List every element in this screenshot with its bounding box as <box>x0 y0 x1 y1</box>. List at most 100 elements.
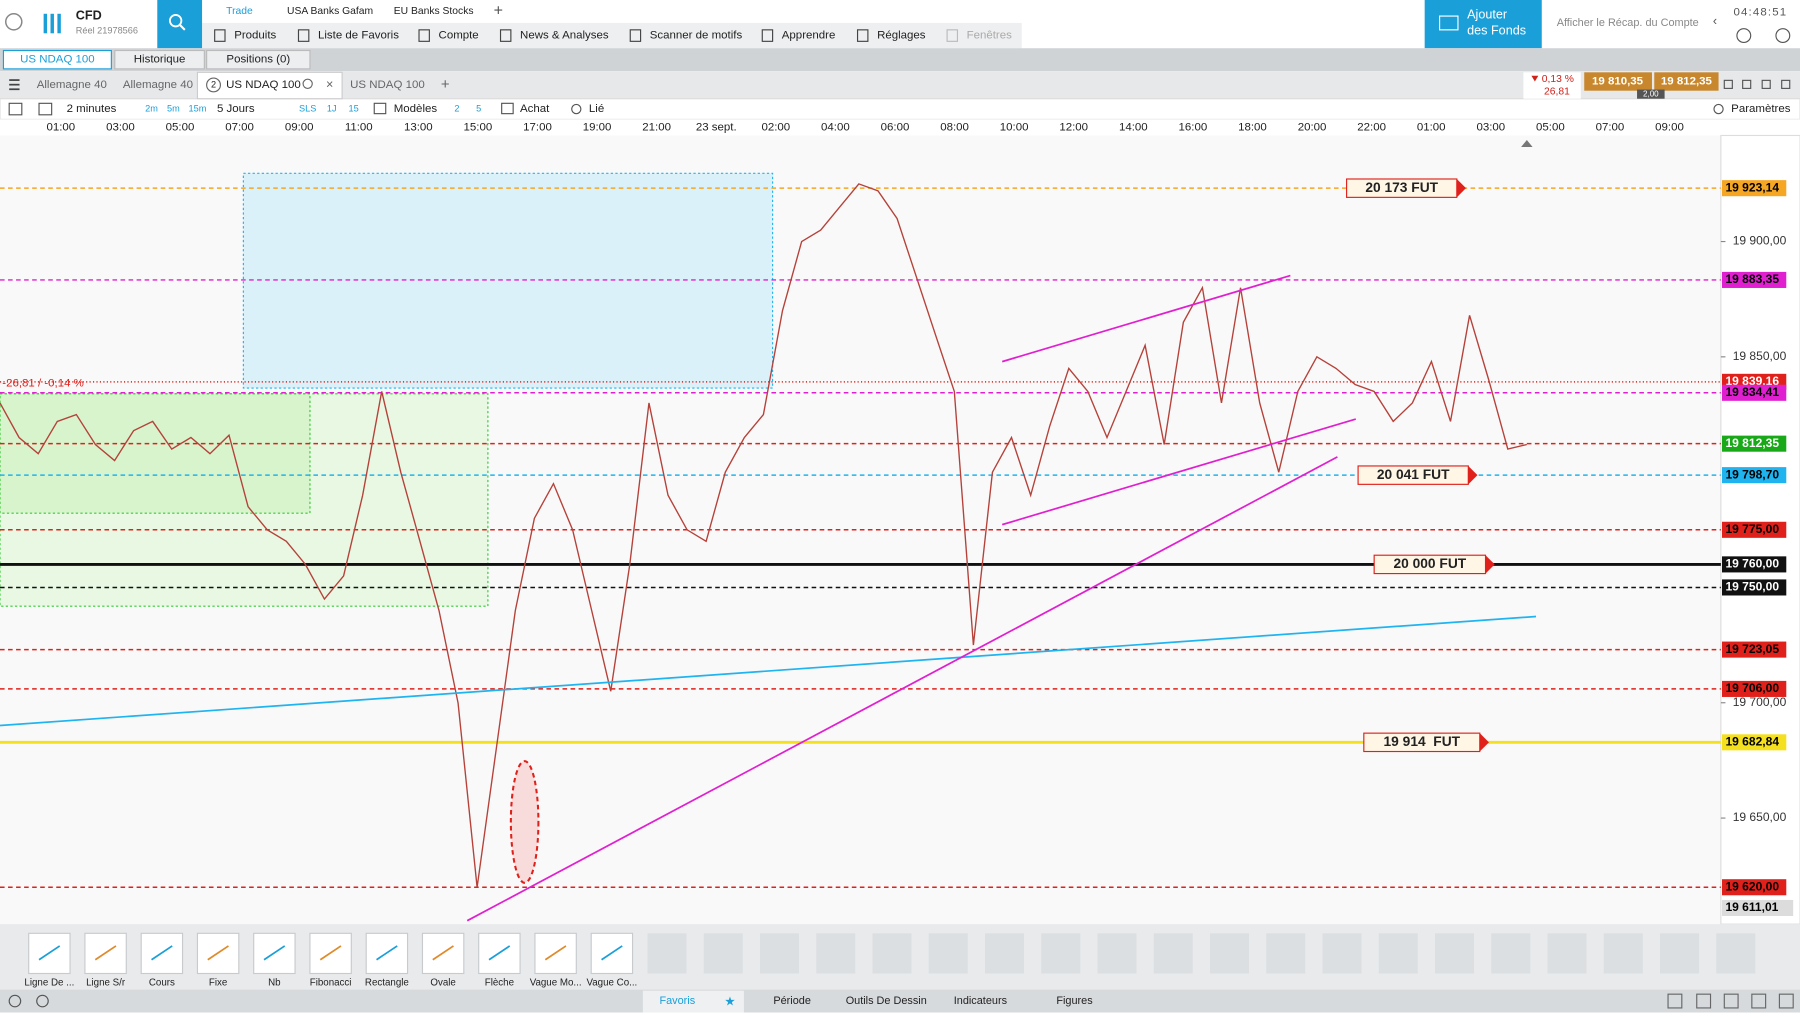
window-icon[interactable] <box>1723 79 1733 89</box>
refresh-icon[interactable] <box>8 994 22 1008</box>
menu-item[interactable]: Produits <box>234 30 276 42</box>
toolbar-item[interactable]: 1J <box>327 103 337 113</box>
toolbar-item[interactable]: Modèles <box>394 103 438 115</box>
zoom-control[interactable] <box>1696 993 1712 1009</box>
tool-slot[interactable] <box>1603 933 1643 974</box>
menu-item[interactable]: Liste de Favoris <box>318 30 399 42</box>
tool-slot[interactable] <box>1153 933 1193 974</box>
zoom-control[interactable] <box>1778 993 1794 1009</box>
tool-label[interactable]: Fixe <box>209 977 227 988</box>
toolbar-item[interactable]: 5 Jours <box>217 103 255 115</box>
tool-label[interactable]: Nb <box>268 977 281 988</box>
toolbar-item[interactable]: 2 minutes <box>67 103 117 115</box>
menu-item[interactable]: News & Analyses <box>520 30 609 42</box>
tool-label[interactable]: Flèche <box>485 977 514 988</box>
fund-button-label[interactable]: Ajouter <box>1467 7 1507 21</box>
toolbar-item[interactable]: 15m <box>189 103 207 113</box>
add-tab[interactable]: + <box>494 2 503 20</box>
tool-slot[interactable] <box>1097 933 1137 974</box>
toolbar-item[interactable]: Achat <box>520 103 550 115</box>
tool-slot[interactable] <box>1491 933 1531 974</box>
bottom-tab[interactable] <box>642 990 744 1013</box>
chart-tab-label[interactable]: Allemagne 40 <box>123 79 193 91</box>
tool-label[interactable]: Vague Co... <box>586 977 637 988</box>
bottom-tab-label[interactable]: Indicateurs <box>954 995 1008 1007</box>
zoom-control[interactable] <box>1751 993 1767 1009</box>
info-icon[interactable] <box>1736 28 1752 44</box>
tool-slot[interactable] <box>759 933 800 974</box>
tool-slot[interactable] <box>647 933 687 974</box>
bottom-tab-label[interactable]: Favoris <box>659 995 695 1007</box>
tool-slot[interactable] <box>928 933 968 974</box>
tool-slot[interactable] <box>1716 933 1756 974</box>
tool-label[interactable]: Vague Mo... <box>530 977 582 988</box>
collapse-arrow[interactable]: ‹ <box>1713 14 1717 28</box>
toolbar-item[interactable]: SLS <box>299 103 316 113</box>
menu-item[interactable]: Apprendre <box>782 30 836 42</box>
tool-slot[interactable] <box>1209 933 1250 974</box>
tool-slot[interactable] <box>1322 933 1362 974</box>
tool-slot[interactable] <box>872 933 912 974</box>
tool-button[interactable] <box>478 932 521 975</box>
tool-slot[interactable] <box>1041 933 1081 974</box>
subtab[interactable] <box>206 49 311 70</box>
tool-button[interactable] <box>253 932 296 975</box>
window-icon[interactable] <box>1742 79 1752 89</box>
quick-tab[interactable]: USA Banks Gafam <box>287 6 373 17</box>
quick-tab[interactable]: EU Banks Stocks <box>394 6 474 17</box>
toolbar-item[interactable]: 15 <box>348 103 358 113</box>
tool-label[interactable]: Ovale <box>430 977 455 988</box>
zoom-control[interactable] <box>1667 993 1683 1009</box>
tool-slot[interactable] <box>1660 933 1700 974</box>
subtab[interactable] <box>2 49 112 70</box>
tool-slot[interactable] <box>1547 933 1587 974</box>
toolbar-item[interactable]: 5m <box>167 103 180 113</box>
window-icon[interactable] <box>1761 79 1771 89</box>
menu-item[interactable]: Fenêtres <box>967 30 1013 42</box>
tool-slot[interactable] <box>816 933 856 974</box>
toolbar-item[interactable]: 5 <box>476 103 481 113</box>
zoom-control[interactable] <box>1723 993 1739 1009</box>
toolbar-item[interactable]: Paramètres <box>1731 103 1791 115</box>
bottom-tab-label[interactable]: Figures <box>1056 995 1093 1007</box>
chart-tab-label[interactable]: US NDAQ 100 <box>350 79 425 91</box>
tool-label[interactable]: Ligne S/r <box>86 977 126 988</box>
menu-item[interactable]: Scanner de motifs <box>650 30 743 42</box>
bottom-tab-label[interactable]: Période <box>773 995 811 1007</box>
chart-tab[interactable] <box>196 71 343 100</box>
account-summary[interactable]: Afficher le Récap. du Compte <box>1557 17 1699 29</box>
tool-label[interactable]: Cours <box>149 977 175 988</box>
fund-button[interactable] <box>1424 0 1542 49</box>
power-icon[interactable] <box>1775 28 1791 44</box>
tool-slot[interactable] <box>1378 933 1418 974</box>
add-tab[interactable]: + <box>441 76 450 93</box>
menu-item[interactable]: Réglages <box>877 30 926 42</box>
subtab-label[interactable]: US NDAQ 100 <box>20 54 95 66</box>
tool-slot[interactable] <box>1266 933 1306 974</box>
subtab-label[interactable]: Positions (0) <box>226 54 290 66</box>
ask-price[interactable]: 19 812,35 <box>1661 76 1713 88</box>
toolbar-icon[interactable] <box>38 102 53 116</box>
quick-tab[interactable]: Trade <box>226 6 253 17</box>
close-tab[interactable]: × <box>326 77 333 91</box>
window-icon[interactable] <box>1781 79 1791 89</box>
bid-box[interactable] <box>1584 72 1652 91</box>
scroll-marker[interactable] <box>1521 140 1533 147</box>
user-icon[interactable] <box>4 13 23 31</box>
subtab-label[interactable]: Historique <box>134 54 186 66</box>
tool-button[interactable] <box>140 932 184 975</box>
tool-label[interactable]: Ligne De ... <box>24 977 74 988</box>
tool-slot[interactable] <box>984 933 1025 974</box>
chart-tab-label[interactable]: US NDAQ 100 <box>226 79 301 91</box>
subtab[interactable] <box>114 49 205 70</box>
tool-label[interactable]: Rectangle <box>365 977 409 988</box>
toolbar-item[interactable]: Lié <box>589 103 604 115</box>
toolbar-item[interactable]: 2m <box>145 103 158 113</box>
tool-slot[interactable] <box>1435 933 1475 974</box>
star-icon[interactable]: ★ <box>724 995 735 1009</box>
toolbar-item[interactable]: 2 <box>454 103 459 113</box>
toolbar-icon[interactable] <box>8 102 23 116</box>
cancel-icon[interactable] <box>36 994 49 1008</box>
tool-label[interactable]: Fibonacci <box>310 977 352 988</box>
chart-tab-label[interactable]: Allemagne 40 <box>37 79 107 91</box>
